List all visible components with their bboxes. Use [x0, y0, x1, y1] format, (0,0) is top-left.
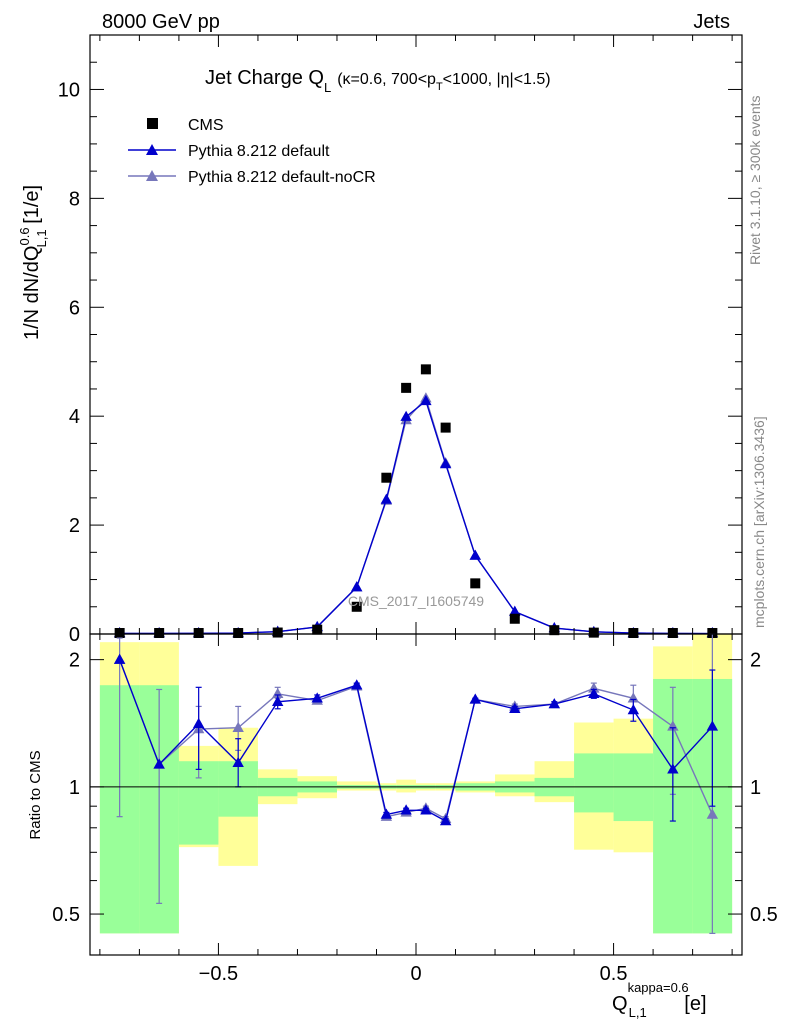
plot-title-params-b: <1000, |η|<1.5): [443, 71, 551, 88]
ratio-marker-0-5: [311, 692, 323, 703]
legend-cms-label: CMS: [188, 117, 224, 134]
axes: −0.5 0 0.5 0 2 4 6 8 10 0.5 0.5 1 1 2 2: [52, 34, 778, 985]
ratio-y-tick-label-right-1: 1: [750, 777, 761, 799]
main-marker-1-12: [509, 605, 521, 616]
ratio-y-tick-label-right-2: 2: [750, 650, 761, 672]
ratio-marker-0-4: [271, 695, 284, 706]
cms-point-4: [272, 627, 283, 638]
plot-title-params-a: (κ=0.6, 700<p: [337, 71, 436, 88]
main-panel-series: [113, 364, 719, 638]
ratio-marker-1-17: [706, 808, 719, 819]
ratio-marker-0-13: [548, 698, 561, 709]
legend-nocr-marker: [146, 170, 158, 181]
y-label-b: [1/e]: [21, 185, 43, 229]
main-marker-1-7: [380, 493, 393, 504]
main-marker-1-8: [400, 410, 412, 421]
main-marker-1-6: [351, 581, 363, 592]
cms-point-10: [440, 422, 451, 433]
y-tick-label-0: 0: [69, 624, 80, 646]
x-axis-label: Qkappa=0.6 L,1 [e]: [612, 980, 707, 1020]
ratio-marker-0-2: [192, 717, 205, 728]
legend: CMS Pythia 8.212 default Pythia 8.212 de…: [128, 117, 376, 186]
ratio-marker-0-9: [420, 804, 432, 815]
cms-point-2: [193, 628, 204, 638]
ratio-y-tick-label-1: 1: [69, 777, 80, 799]
ratio-marker-0-14: [588, 687, 600, 699]
cms-point-7: [381, 472, 392, 483]
cms-point-13: [549, 625, 560, 636]
cms-point-3: [233, 628, 244, 638]
ratio-uncertainty-bands: [99, 634, 733, 934]
y-label-sup: 0.6: [17, 227, 32, 245]
cms-point-1: [154, 628, 165, 638]
x-tick-label-2: 0.5: [600, 963, 628, 985]
ratio-marker-0-17: [706, 720, 719, 731]
legend-nocr-label: Pythia 8.212 default-noCR: [188, 169, 376, 186]
y-tick-label-5: 10: [58, 79, 80, 101]
ratio-marker-0-10: [439, 815, 452, 826]
header-left: 8000 GeV pp: [102, 11, 220, 33]
ratio-marker-0-11: [469, 693, 481, 704]
y-tick-label-3: 6: [69, 297, 80, 319]
rivet-label: Rivet 3.1.10, ≥ 300k events: [747, 95, 763, 265]
plot-title-main: Jet Charge Q: [205, 67, 324, 89]
ratio-marker-1-3: [232, 721, 244, 732]
main-marker-1-10: [439, 458, 452, 469]
y-tick-label-1: 2: [69, 515, 80, 537]
cms-point-12: [509, 613, 520, 624]
cms-point-9: [420, 364, 431, 375]
cms-point-8: [401, 382, 412, 393]
y-tick-label-2: 4: [69, 406, 80, 428]
analysis-watermark: CMS_2017_I1605749: [348, 593, 484, 609]
cms-point-16: [667, 628, 678, 638]
plot-title-params-sub: T: [436, 81, 443, 93]
legend-default-label: Pythia 8.212 default: [188, 143, 330, 160]
x-tick-label-1: 0: [410, 963, 421, 985]
ratio-y-tick-label-0: 0.5: [52, 904, 80, 926]
cms-point-14: [588, 627, 599, 638]
cms-point-6: [351, 601, 362, 612]
ratio-y-tick-label-2: 2: [69, 650, 80, 672]
ratio-y-label: Ratio to CMS: [27, 750, 44, 839]
ratio-marker-0-15: [627, 704, 640, 715]
y-axis-label: 1/N dN/dQ0.6 L,1 [1/e]: [17, 185, 49, 340]
header-right: Jets: [693, 11, 730, 33]
ratio-marker-0-8: [400, 804, 412, 815]
ratio-marker-0-7: [380, 808, 393, 819]
cms-point-11: [470, 578, 481, 589]
legend-cms-marker: [147, 118, 158, 129]
y-tick-label-4: 8: [69, 188, 80, 210]
cms-point-5: [312, 624, 323, 635]
y-label-sub: L,1: [34, 229, 49, 247]
main-marker-1-11: [469, 549, 481, 560]
ratio-marker-0-1: [153, 758, 165, 769]
ratio-marker-0-16: [667, 763, 679, 774]
main-marker-1-9: [420, 394, 432, 406]
mcplots-label: mcplots.cern.ch [arXiv:1306.3436]: [751, 416, 767, 628]
x-tick-label-0: −0.5: [199, 963, 238, 985]
cms-point-15: [628, 628, 639, 638]
ratio-marker-0-3: [232, 756, 244, 768]
x-label-a: Q: [612, 993, 628, 1015]
ratio-band-green-14: [574, 753, 614, 813]
ratio-line-0: [118, 659, 713, 823]
legend-default-marker: [146, 144, 158, 155]
plot-title: Jet Charge QL (κ=0.6, 700<pT<1000, |η|<1.…: [205, 67, 551, 95]
cms-point-17: [707, 628, 718, 638]
ratio-marker-0-12: [509, 702, 521, 714]
x-label-b: [e]: [679, 993, 707, 1015]
x-label-sup: kappa=0.6: [628, 980, 689, 995]
main-line-1: [119, 399, 713, 635]
y-label-a: 1/N dN/dQ: [21, 246, 43, 340]
ratio-marker-0-6: [351, 679, 363, 690]
ratio-marker-0-0: [113, 653, 126, 664]
x-label-sub: L,1: [629, 1005, 647, 1020]
cms-point-0: [114, 628, 125, 638]
ratio-y-tick-label-right-0: 0.5: [750, 904, 778, 926]
plot-title-main-sub: L: [324, 80, 331, 95]
